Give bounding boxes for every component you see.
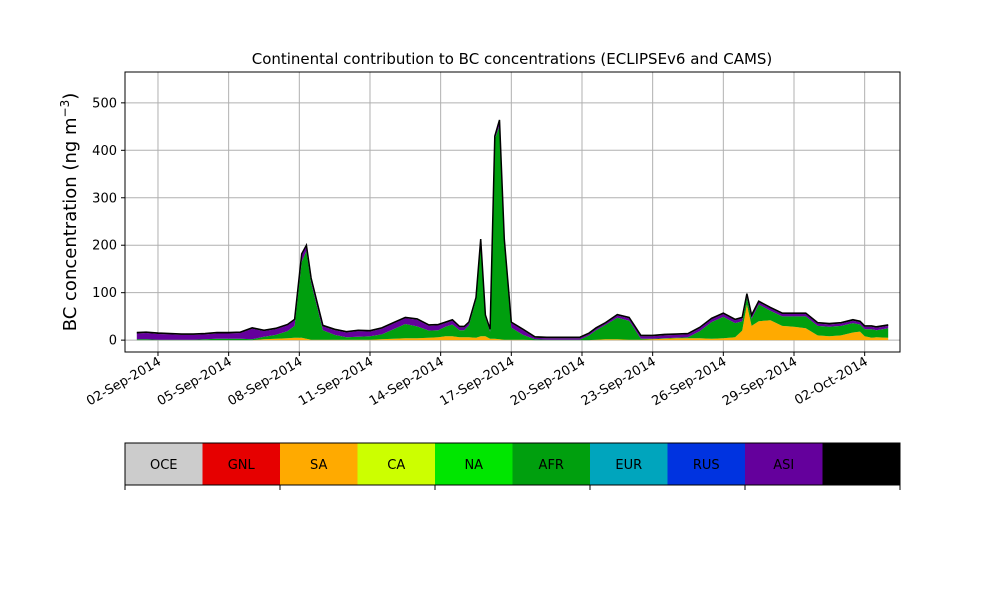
legend-swatch-rus — [667, 443, 746, 485]
legend-label-afr: AFR — [539, 458, 564, 473]
y-axis-label-superscript: −3 — [58, 100, 72, 118]
x-axis-ticks: 02-Sep-201405-Sep-201408-Sep-201411-Sep-… — [84, 352, 871, 409]
x-tick-label: 02-Oct-2014 — [792, 354, 870, 408]
x-tick-label: 23-Sep-2014 — [579, 354, 659, 409]
x-tick-label: 14-Sep-2014 — [367, 354, 447, 409]
x-tick-label: 26-Sep-2014 — [650, 354, 730, 409]
legend-swatch-na — [435, 443, 513, 485]
y-axis-ticks: 0 100 200 300 400 500 — [92, 96, 125, 349]
area-sa — [136, 304, 889, 341]
plot-frame — [124, 71, 901, 353]
legend-label-gnl: GNL — [228, 458, 256, 473]
x-tick-label: 08-Sep-2014 — [225, 354, 305, 409]
area-aus — [136, 119, 889, 339]
legend-swatch-gnl — [202, 443, 281, 485]
area-asi — [136, 120, 889, 340]
y-tick-label: 0 — [109, 334, 117, 349]
x-tick-label: 29-Sep-2014 — [720, 354, 800, 409]
legend-label-na: NA — [464, 458, 483, 473]
legend-swatch-afr — [512, 443, 591, 485]
legend-swatch-aus — [822, 443, 901, 485]
legend-frame — [124, 442, 901, 486]
legend-swatch-oce — [125, 443, 203, 485]
y-axis-label-close: ) — [60, 93, 81, 100]
total-outline — [136, 119, 889, 339]
legend-label-asi: ASI — [773, 458, 794, 473]
legend-swatch-asi — [745, 443, 823, 485]
chart-title: Continental contribution to BC concentra… — [252, 50, 773, 68]
legend-label-oce: OCE — [150, 458, 178, 473]
legend-swatch-eur — [590, 443, 668, 485]
legend-label-aus: AUS — [848, 458, 875, 473]
y-tick-label: 500 — [92, 96, 117, 111]
y-tick-label: 100 — [92, 286, 117, 301]
legend-label-rus: RUS — [693, 458, 720, 473]
area-afr — [136, 125, 889, 341]
x-tick-label: 02-Sep-2014 — [84, 354, 164, 409]
x-tick-label: 17-Sep-2014 — [437, 354, 517, 409]
y-tick-label: 300 — [92, 191, 117, 206]
legend-label-eur: EUR — [615, 458, 642, 473]
x-tick-label: 05-Sep-2014 — [155, 354, 235, 409]
legend-swatch-sa — [280, 443, 358, 485]
x-tick-label: 20-Sep-2014 — [508, 354, 588, 409]
x-tick-label: 11-Sep-2014 — [296, 354, 376, 409]
grid-layer — [125, 72, 900, 352]
legend-swatch-ca — [357, 443, 436, 485]
legend-label-ca: CA — [387, 458, 405, 473]
y-axis-label: BC concentration (ng m−3) — [58, 93, 81, 332]
y-tick-label: 200 — [92, 239, 117, 254]
legend-label-sa: SA — [310, 458, 327, 473]
colorbar-legend: OCE GNL SA CA NA AFR EUR RUS ASI AUS — [124, 442, 901, 490]
area-layer — [136, 119, 889, 341]
y-axis-label-main: BC concentration (ng m — [60, 117, 81, 331]
y-tick-label: 400 — [92, 144, 117, 159]
